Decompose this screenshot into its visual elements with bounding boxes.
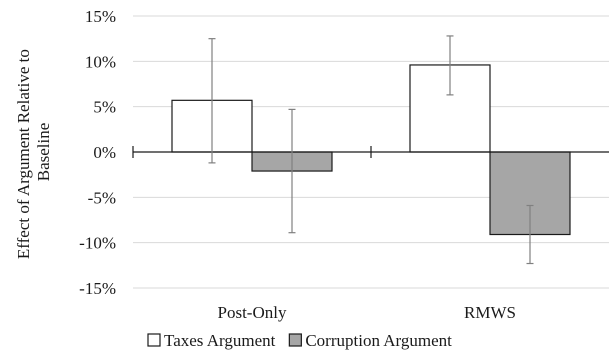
- legend-swatch: [147, 333, 161, 347]
- legend-label: Corruption Argument: [305, 331, 452, 350]
- error-bars: [208, 35, 534, 265]
- error-bar: [208, 38, 216, 164]
- y-tick-label: 15%: [85, 7, 116, 26]
- y-tick-label: 10%: [85, 52, 116, 71]
- bars: [171, 64, 571, 236]
- legend-item: Corruption Argument: [288, 331, 452, 350]
- y-axis-label-line-2: Baseline: [34, 123, 53, 182]
- y-axis-label: Effect of Argument Relative to Baseline: [14, 45, 53, 259]
- category-label: Post-Only: [218, 303, 287, 322]
- legend-item: Taxes Argument: [147, 331, 276, 350]
- y-axis-label-line-1: Effect of Argument Relative to: [14, 49, 33, 259]
- y-tick-label: -15%: [79, 279, 116, 298]
- error-bar: [446, 35, 454, 96]
- y-tick-labels: 15% 10% 5% 0% -5% -10% -15%: [79, 7, 116, 298]
- category-labels: Post-Only RMWS: [218, 303, 516, 322]
- error-bar: [288, 108, 296, 234]
- y-tick-label: 5%: [93, 98, 116, 117]
- y-tick-label: 0%: [93, 143, 116, 162]
- y-tick-label: -5%: [88, 188, 116, 207]
- y-tick-label: -10%: [79, 234, 116, 253]
- error-bar: [526, 204, 534, 265]
- legend: Taxes Argument Corruption Argument: [147, 331, 452, 350]
- legend-label: Taxes Argument: [164, 331, 276, 350]
- legend-swatch: [288, 333, 302, 347]
- category-label: RMWS: [464, 303, 516, 322]
